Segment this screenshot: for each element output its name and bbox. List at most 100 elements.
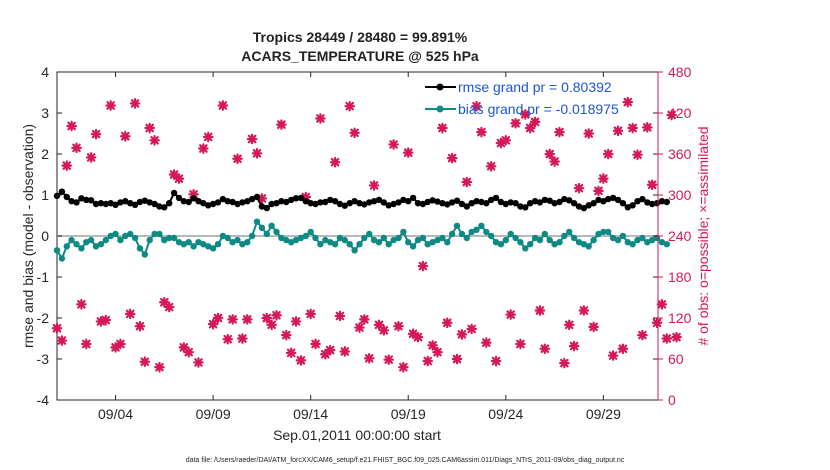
rmse-point <box>200 200 207 207</box>
obs-count-marker <box>573 182 585 194</box>
obs-count-marker <box>588 321 599 333</box>
rmse-point <box>605 195 612 203</box>
rmse-series <box>53 188 670 212</box>
bias-point <box>400 228 407 236</box>
obs-count-marker <box>149 135 160 146</box>
obs-count-marker <box>271 309 282 321</box>
left-axis: -4 -3 -2 -1 0 1 2 3 4 <box>37 64 658 408</box>
rmse-point <box>122 198 129 205</box>
rmse-point <box>424 198 431 206</box>
bias-point <box>585 243 592 250</box>
bias-point <box>502 236 509 244</box>
rmse-point <box>473 198 480 205</box>
obs-count-marker <box>466 323 477 335</box>
obs-count-marker <box>105 100 116 111</box>
rmse-point <box>336 200 344 208</box>
obs-count-marker <box>280 329 292 341</box>
bias-point <box>566 228 573 236</box>
bias-point <box>600 228 607 236</box>
legend-rmse-marker <box>436 83 444 91</box>
bias-point <box>517 239 524 246</box>
bias-point <box>595 230 602 238</box>
obs-count-marker <box>76 299 87 310</box>
obs-count-marker <box>85 152 97 163</box>
obs-count-marker <box>217 100 229 111</box>
bias-point <box>444 239 451 246</box>
bias-point <box>575 239 583 246</box>
bias-point <box>175 239 183 246</box>
bias-point <box>453 222 461 229</box>
obs-count-marker <box>656 299 668 310</box>
obs-count-marker <box>202 131 214 143</box>
rmse-point <box>209 200 217 208</box>
rmse-point <box>488 196 495 204</box>
rmse-point <box>97 200 105 207</box>
rmse-point <box>648 200 656 208</box>
bias-point <box>205 243 212 250</box>
rmse-point <box>239 199 246 206</box>
bias-point <box>141 251 148 258</box>
obs-count-marker <box>363 353 375 364</box>
obs-count-marker <box>544 148 556 160</box>
rmse-point <box>419 200 427 208</box>
bias-point <box>644 239 651 246</box>
bias-point <box>161 236 168 244</box>
bias-point <box>341 236 348 244</box>
obs-count-marker <box>568 340 580 352</box>
rmse-point <box>170 189 178 197</box>
obs-count-marker <box>451 353 463 365</box>
rmse-point <box>390 200 397 208</box>
y-right-tick-label: 420 <box>668 105 692 121</box>
bias-point <box>492 239 500 246</box>
legend: rmse grand pr = 0.80392 bias grand pr = … <box>425 79 619 117</box>
obs-count-marker <box>510 117 521 129</box>
obs-count-marker <box>471 100 482 112</box>
rmse-point <box>351 198 358 205</box>
rmse-point <box>317 199 324 206</box>
obs-count-marker <box>61 160 73 171</box>
y-tick-label: -2 <box>37 310 50 326</box>
bias-point <box>73 241 80 248</box>
bias-point <box>336 234 344 242</box>
bias-point <box>166 234 173 242</box>
obs-count-marker <box>515 338 526 350</box>
rmse-point <box>327 196 334 204</box>
obs-count-marker <box>627 122 638 134</box>
bias-point <box>385 241 392 248</box>
obs-count-marker <box>80 338 92 350</box>
bias-point <box>463 234 470 242</box>
obs-count-marker <box>422 355 434 367</box>
rmse-point <box>609 194 617 202</box>
obs-count-marker <box>227 314 238 325</box>
rmse-point <box>585 202 592 209</box>
rmse-point <box>595 196 602 204</box>
legend-rmse-label: rmse grand pr = 0.80392 <box>458 79 612 95</box>
x-tick-label: 09/19 <box>391 406 426 422</box>
bias-point <box>278 234 285 242</box>
rmse-point <box>536 199 544 206</box>
bias-point <box>180 241 187 248</box>
obs-count-marker <box>671 331 682 343</box>
rmse-point <box>141 197 148 204</box>
rmse-point <box>580 204 588 212</box>
rmse-point <box>273 200 280 207</box>
rmse-point <box>283 198 290 206</box>
rmse-point <box>356 200 363 207</box>
x-axis-label: Sep.01,2011 00:00:00 start <box>273 427 441 443</box>
bias-point <box>327 239 334 246</box>
rmse-point <box>68 198 75 205</box>
rmse-point <box>502 200 509 208</box>
bias-point <box>224 234 231 242</box>
obs-count-marker <box>398 361 409 373</box>
rmse-point <box>434 198 441 205</box>
rmse-point <box>522 204 529 211</box>
obs-count-marker <box>310 338 321 350</box>
rmse-point <box>375 196 383 204</box>
bias-point <box>234 236 241 244</box>
obs-count-marker <box>66 120 77 132</box>
right-axis: 0 60 120 180 240 300 360 420 480 <box>657 64 692 408</box>
bias-point <box>151 230 158 238</box>
rmse-point <box>629 202 636 209</box>
obs-count-marker <box>344 100 355 112</box>
